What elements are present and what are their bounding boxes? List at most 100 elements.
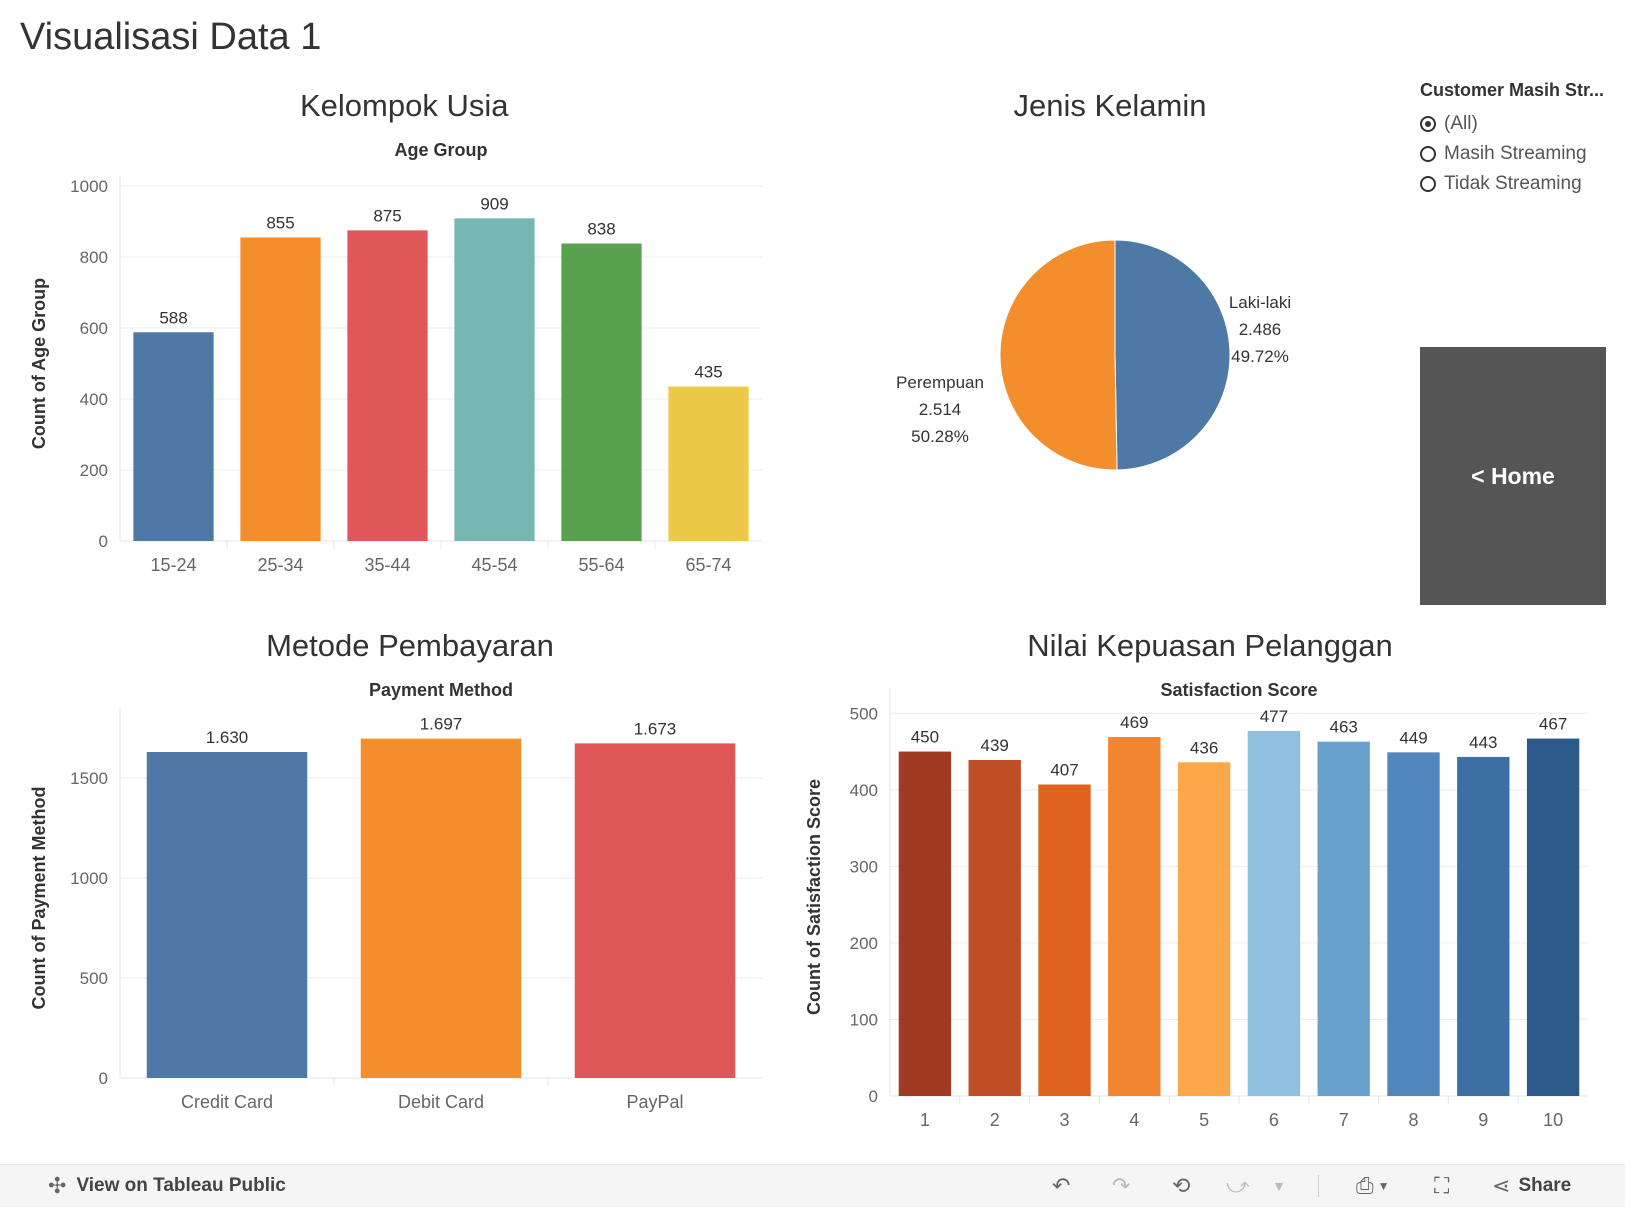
y-tick-label: 500 (850, 704, 878, 723)
gender-panel-title: Jenis Kelamin (1013, 88, 1207, 123)
y-tick-label: 800 (80, 248, 108, 267)
x-category-label: 2 (990, 1110, 1000, 1130)
tableau-logo-icon: ✣ (48, 1173, 67, 1198)
bar-value-label: 1.673 (634, 719, 677, 738)
x-category-label: 35-44 (364, 555, 410, 575)
bar-value-label: 450 (911, 728, 939, 747)
redo-icon: ↷ (1112, 1173, 1131, 1198)
undo-icon: ↶ (1052, 1173, 1071, 1198)
bar (146, 752, 308, 1078)
age-panel-title: Kelompok Usia (300, 88, 509, 123)
bar (240, 237, 321, 541)
revert-icon: ⟲ (1172, 1173, 1191, 1198)
x-category-label: 10 (1543, 1110, 1563, 1130)
undo-button[interactable]: ↶ (1052, 1165, 1070, 1207)
x-category-label: 45-54 (471, 555, 517, 575)
bar (574, 743, 736, 1078)
bar-value-label: 435 (694, 363, 722, 382)
bar-value-label: 909 (480, 194, 508, 213)
filter-option-label: (All) (1444, 113, 1478, 134)
bar-value-label: 463 (1330, 718, 1358, 737)
share-button[interactable]: ⋖ Share (1492, 1165, 1571, 1207)
x-category-label: 7 (1339, 1110, 1349, 1130)
bar (360, 738, 522, 1078)
bar-value-label: 449 (1399, 728, 1427, 747)
bar (347, 230, 428, 541)
bar-value-label: 838 (587, 220, 615, 239)
filter-option-label: Tidak Streaming (1444, 173, 1582, 194)
bar (133, 332, 214, 541)
radio-icon[interactable] (1420, 176, 1436, 192)
view-on-tableau-link[interactable]: ✣ View on Tableau Public (48, 1165, 286, 1207)
filter-title: Customer Masih Str... (1420, 80, 1605, 100)
bar (898, 751, 952, 1096)
radio-selected-icon[interactable] (1420, 116, 1436, 132)
filter-option-masih-streaming[interactable]: Masih Streaming (1420, 139, 1620, 169)
y-tick-label: 400 (80, 390, 108, 409)
bar-value-label: 875 (373, 206, 401, 225)
chart-axis-title: Age Group (395, 140, 488, 160)
share-label: Share (1518, 1175, 1572, 1196)
y-tick-label: 1000 (70, 869, 108, 888)
y-axis-label: Count of Satisfaction Score (804, 779, 824, 1015)
bar (561, 243, 642, 541)
bar (1457, 756, 1510, 1096)
y-tick-label: 200 (850, 934, 878, 953)
filter-option-all[interactable]: (All) (1420, 109, 1620, 139)
home-button[interactable]: < Home (1420, 347, 1606, 605)
bar (968, 759, 1021, 1096)
bar-value-label: 407 (1050, 760, 1078, 779)
fullscreen-icon: ⛶ (1434, 1173, 1450, 1198)
chevron-down-icon: ▼ (1377, 1179, 1390, 1193)
bar (1038, 784, 1091, 1096)
pie-slice (999, 239, 1118, 471)
satisfaction-score-chart: Satisfaction Score Count of Satisfaction … (804, 680, 1588, 1130)
redo-button[interactable]: ↷ (1112, 1165, 1130, 1207)
x-category-label: 65-74 (685, 555, 731, 575)
streaming-filter: Customer Masih Str... (All) Masih Stream… (1420, 80, 1620, 199)
pie-value-label: 2.514 (919, 400, 962, 419)
pie-percent-label: 49.72% (1231, 347, 1289, 366)
pie-slice (1114, 239, 1231, 471)
x-category-label: 9 (1478, 1110, 1488, 1130)
bar (1108, 737, 1161, 1096)
pie-category-label: Laki-laki (1229, 293, 1291, 312)
payment-method-chart: Payment Method Count of Payment Method 0 50… (29, 680, 762, 1112)
refresh-icon: ⤻ (1226, 1173, 1250, 1198)
y-axis-label: Count of Payment Method (29, 787, 49, 1010)
bar-value-label: 443 (1469, 733, 1497, 752)
bar-value-label: 439 (981, 736, 1009, 755)
y-tick-label: 300 (850, 857, 878, 876)
payment-panel-title: Metode Pembayaran (266, 628, 554, 663)
y-tick-label: 200 (80, 461, 108, 480)
bar (1387, 752, 1440, 1096)
chart-axis-title: Payment Method (369, 680, 513, 700)
tableau-toolbar: ✣ View on Tableau Public ↶ ↷ ⟲ ⤻ ▼ ⎙ ▼ ⛶… (0, 1164, 1625, 1207)
y-axis-label: Count of Age Group (29, 278, 49, 449)
refresh-button[interactable]: ⤻ (1226, 1165, 1250, 1207)
x-category-label: 15-24 (150, 555, 196, 575)
x-category-label: PayPal (626, 1092, 683, 1112)
pause-dropdown-button[interactable]: ▼ (1272, 1165, 1286, 1207)
revert-button[interactable]: ⟲ (1172, 1165, 1190, 1207)
download-button[interactable]: ⎙ ▼ (1356, 1165, 1390, 1207)
bar-value-label: 469 (1120, 713, 1148, 732)
bar (454, 218, 535, 541)
bar-value-label: 477 (1260, 707, 1288, 726)
fullscreen-button[interactable]: ⛶ (1434, 1165, 1449, 1207)
radio-icon[interactable] (1420, 146, 1436, 162)
bar (1177, 762, 1231, 1096)
filter-option-tidak-streaming[interactable]: Tidak Streaming (1420, 169, 1620, 199)
y-tick-label: 500 (80, 969, 108, 988)
x-category-label: 25-34 (257, 555, 303, 575)
view-on-tableau-label: View on Tableau Public (76, 1175, 286, 1196)
x-category-label: Debit Card (398, 1092, 484, 1112)
bar (1526, 738, 1580, 1096)
bar-value-label: 855 (266, 213, 294, 232)
y-tick-label: 0 (99, 1069, 108, 1088)
x-category-label: 55-64 (578, 555, 624, 575)
y-tick-label: 1500 (70, 769, 108, 788)
bar-value-label: 1.697 (420, 715, 463, 734)
y-tick-label: 0 (869, 1087, 878, 1106)
